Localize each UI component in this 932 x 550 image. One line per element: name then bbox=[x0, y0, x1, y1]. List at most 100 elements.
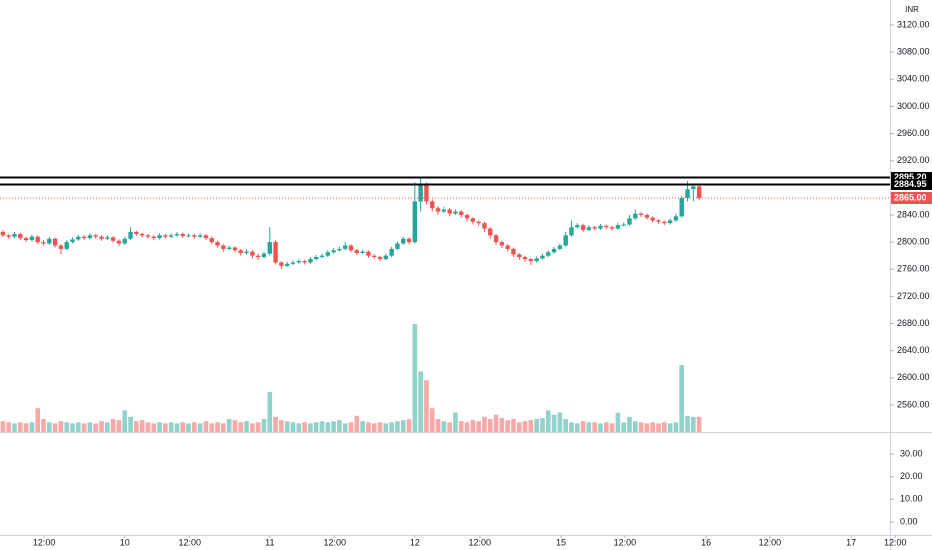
candle-body bbox=[679, 198, 684, 217]
candle-body bbox=[580, 225, 586, 230]
volume-bar bbox=[284, 421, 290, 432]
candle-body bbox=[110, 237, 116, 241]
volume-bar bbox=[168, 422, 174, 432]
y-tick-label: 2600.00 bbox=[897, 372, 930, 382]
volume-bar bbox=[35, 408, 41, 432]
candle-body bbox=[609, 227, 615, 229]
candle-body bbox=[383, 255, 389, 260]
candle-body bbox=[488, 228, 493, 236]
volume-bar bbox=[105, 422, 110, 432]
volume-bar bbox=[470, 420, 476, 432]
candle-body bbox=[476, 221, 481, 224]
volume-bar bbox=[261, 419, 267, 432]
volume-bar bbox=[563, 419, 568, 432]
candle-body bbox=[354, 250, 360, 253]
volume-bar bbox=[81, 423, 87, 432]
volume-bar bbox=[482, 416, 487, 432]
volume-bar bbox=[650, 422, 656, 432]
volume-bar bbox=[134, 421, 139, 432]
x-tick-label: 12 bbox=[410, 537, 420, 547]
candle-body bbox=[377, 257, 383, 260]
x-tick-label: 10 bbox=[120, 537, 130, 547]
volume-bar bbox=[180, 422, 186, 432]
candle-body bbox=[412, 201, 418, 243]
volume-bar bbox=[499, 417, 505, 432]
candle-body bbox=[586, 227, 592, 230]
volume-bar bbox=[377, 422, 383, 432]
x-tick-label: 11 bbox=[265, 537, 274, 547]
y-tick-label: 30.00 bbox=[900, 449, 923, 459]
volume-bar bbox=[574, 423, 580, 432]
candle-body bbox=[482, 223, 487, 229]
candle-body bbox=[87, 235, 93, 239]
volume-bar bbox=[516, 422, 522, 432]
volume-bar bbox=[644, 423, 650, 432]
volume-bar bbox=[621, 422, 627, 432]
volume-bar bbox=[453, 412, 458, 432]
x-tick-label: 12:00 bbox=[614, 537, 637, 547]
candle-body bbox=[447, 209, 452, 214]
volume-bar bbox=[632, 421, 638, 432]
candle-body bbox=[244, 251, 249, 253]
volume-bar bbox=[319, 421, 325, 432]
candle-body bbox=[180, 233, 185, 237]
candle-body bbox=[70, 239, 75, 243]
candle-body bbox=[667, 220, 673, 224]
volume-bar bbox=[302, 422, 307, 432]
volume-bar bbox=[163, 423, 168, 432]
volume-bar bbox=[52, 423, 58, 432]
volume-bar bbox=[464, 422, 470, 432]
volume-bar bbox=[232, 420, 238, 432]
candle-body bbox=[226, 247, 232, 249]
candle-body bbox=[441, 209, 447, 212]
volume-bar bbox=[197, 423, 203, 432]
volume-bar bbox=[308, 423, 313, 432]
candle-body bbox=[540, 255, 545, 259]
volume-bar bbox=[70, 423, 75, 432]
candle-body bbox=[348, 245, 354, 251]
volume-bar bbox=[325, 422, 331, 432]
volume-bar bbox=[545, 410, 551, 432]
y-tick-label: 3040.00 bbox=[897, 74, 930, 84]
candle-body bbox=[255, 255, 261, 258]
candle-body bbox=[337, 248, 342, 251]
candle-body bbox=[145, 235, 151, 237]
candle-body bbox=[528, 259, 534, 262]
candle-body bbox=[546, 252, 551, 256]
volume-bar bbox=[238, 422, 244, 432]
volume-bar bbox=[366, 422, 371, 432]
candle-body bbox=[18, 233, 23, 239]
volume-bar bbox=[337, 420, 342, 432]
volume-bar bbox=[342, 423, 348, 432]
candle-body bbox=[0, 231, 6, 236]
candle-body bbox=[598, 225, 603, 229]
candle-body bbox=[105, 237, 110, 239]
volume-bar bbox=[383, 423, 389, 432]
y-tick-label: 2640.00 bbox=[897, 345, 930, 355]
volume-bar bbox=[615, 412, 621, 432]
candle-body bbox=[453, 211, 458, 214]
horizontal-line-label: 2895.20 bbox=[894, 172, 927, 182]
candle-body bbox=[12, 233, 17, 237]
candle-body bbox=[592, 227, 597, 229]
volume-bar bbox=[244, 421, 249, 432]
candle-body bbox=[534, 258, 539, 262]
volume-bar bbox=[580, 421, 586, 432]
currency-label: INR bbox=[905, 5, 919, 14]
candle-body bbox=[197, 235, 203, 237]
volume-bar bbox=[290, 422, 296, 432]
candle-body bbox=[331, 250, 336, 253]
volume-bar bbox=[493, 414, 499, 432]
candle-body bbox=[209, 238, 214, 243]
volume-bar bbox=[435, 419, 441, 432]
y-tick-label: 2760.00 bbox=[897, 264, 930, 274]
candle-body bbox=[273, 242, 278, 263]
y-tick-label: 2720.00 bbox=[897, 291, 930, 301]
volume-bar bbox=[221, 423, 226, 432]
volume-bar bbox=[696, 416, 702, 432]
candle-body bbox=[279, 262, 284, 266]
volume-bar bbox=[522, 421, 528, 432]
candle-body bbox=[93, 235, 98, 237]
candle-body bbox=[29, 236, 35, 241]
candle-body bbox=[343, 245, 348, 249]
